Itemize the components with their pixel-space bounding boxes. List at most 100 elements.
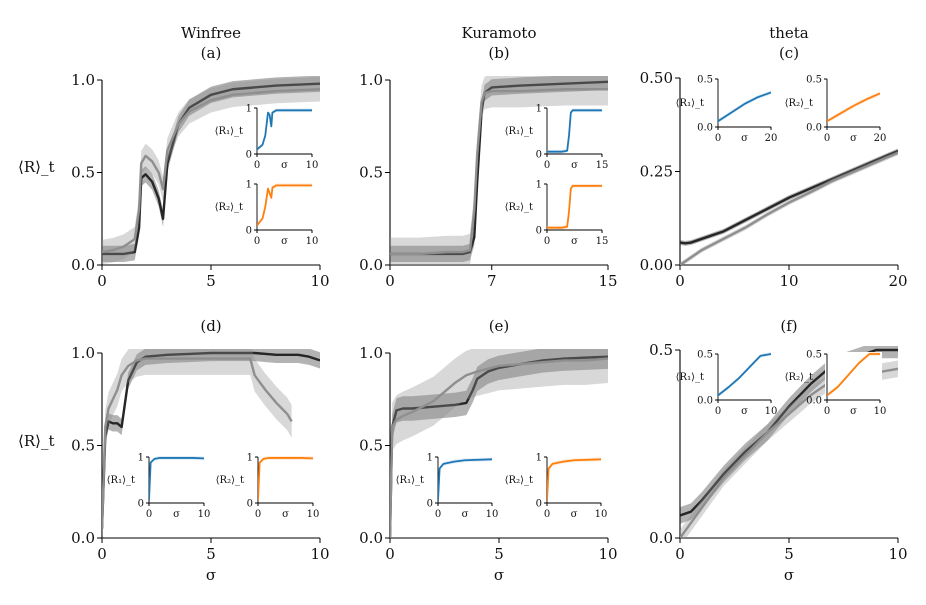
inset-xlabel: σ — [850, 406, 857, 417]
inset-xlabel: σ — [571, 160, 578, 171]
x-tick-label: 0 — [254, 160, 260, 171]
inset-1: 0 20 0.0 0.5 ⟨R₁⟩_t σ — [676, 75, 778, 145]
y-tick-label: 0.0 — [649, 529, 673, 547]
y-tick-label: 0.5 — [359, 437, 383, 455]
series-1-band — [102, 76, 320, 263]
inset-ylabel: ⟨R₂⟩_t — [216, 475, 244, 486]
y-tick-label: 1 — [247, 453, 253, 464]
y-tick-label: 0.0 — [806, 396, 822, 407]
series-1-line — [102, 351, 320, 529]
series-1-line — [680, 149, 898, 245]
panel-title: theta — [769, 24, 809, 42]
y-tick-label: 0.5 — [359, 164, 383, 182]
x-tick-label: 10 — [310, 545, 329, 563]
series-1-line — [102, 82, 320, 256]
inset-series — [438, 457, 492, 503]
x-tick-label: 10 — [888, 545, 907, 563]
inset-2: 0 10 0 1⟨R₂⟩_t σ — [216, 453, 320, 521]
y-tick-label: 0.5 — [806, 350, 822, 361]
y-tick-label: 0 — [536, 150, 542, 161]
x-tick-label: 10 — [310, 272, 329, 290]
inset-series — [258, 456, 313, 503]
y-tick-label: 0.5 — [697, 75, 713, 86]
inset-xlabel: σ — [850, 133, 857, 144]
x-tick-label: 7 — [487, 272, 497, 290]
panel-c: theta(c)0 10 200.000.250.500 200.00.5⟨R₁⟩_t… — [640, 24, 908, 290]
series-group — [390, 349, 608, 538]
x-tick-label: 0 — [824, 133, 830, 144]
inset-ylabel: ⟨R₁⟩_t — [676, 98, 704, 109]
x-tick-label: 20 — [874, 133, 887, 144]
y-tick-label: 0 — [427, 499, 433, 510]
x-tick-label: 0 — [824, 406, 830, 417]
panel-label: (a) — [201, 44, 222, 62]
inset-series — [257, 108, 312, 152]
inset-ylabel: ⟨R₁⟩_t — [215, 126, 243, 137]
inset-series-line — [827, 92, 880, 123]
panel-title: Kuramoto — [462, 24, 537, 42]
x-tick-label: 0 — [97, 272, 107, 290]
inset-xlabel: σ — [173, 509, 180, 520]
panel-label: (e) — [489, 317, 510, 335]
inset-series — [547, 184, 602, 230]
inset-xlabel: σ — [571, 236, 578, 247]
inset-background — [716, 352, 773, 402]
y-tick-label: 1 — [138, 453, 144, 464]
inset-series-line — [257, 184, 312, 226]
x-tick-label: 10 — [307, 509, 320, 520]
y-tick-label: 0.0 — [697, 123, 713, 134]
x-axis-label: σ — [494, 566, 504, 584]
x-tick-label: 0 — [385, 545, 395, 563]
x-tick-label: 10 — [595, 509, 608, 520]
y-tick-label: 0.00 — [640, 256, 673, 274]
inset-1: 0 10 0 1⟨R₁⟩_t σ — [215, 104, 319, 172]
x-tick-label: 10 — [306, 236, 319, 247]
x-tick-label: 5 — [784, 545, 794, 563]
x-tick-label: 15 — [598, 272, 617, 290]
inset-series — [827, 352, 880, 398]
y-tick-label: 0.0 — [806, 123, 822, 134]
y-tick-label: 0.5 — [697, 350, 713, 361]
y-tick-label: 1 — [427, 453, 433, 464]
inset-2: 0 10 0 1⟨R₂⟩_t σ — [215, 180, 319, 248]
inset-ylabel: ⟨R₂⟩_t — [785, 98, 813, 109]
x-tick-label: 10 — [486, 509, 499, 520]
x-tick-label: 10 — [779, 272, 798, 290]
inset-ylabel: ⟨R₂⟩_t — [215, 202, 243, 213]
inset-series — [718, 352, 771, 398]
inset-xlabel: σ — [282, 509, 289, 520]
panel-f: (f) σ 0 5 10 0.0 0.5 0 10 0.0 0.5 ⟨R₁⟩_t σ 0 10 0.0 0.5 ⟨… — [649, 317, 907, 584]
y-tick-label: 0.0 — [697, 396, 713, 407]
y-tick-label: 0.0 — [359, 529, 383, 547]
inset-ylabel: ⟨R₂⟩_t — [505, 202, 533, 213]
inset-background — [545, 106, 604, 156]
series-2-line — [102, 88, 320, 254]
inset-background — [255, 106, 314, 156]
y-tick-label: 0 — [246, 226, 252, 237]
series-2-line — [390, 88, 608, 256]
inset-ylabel: ⟨R₁⟩_t — [505, 126, 533, 137]
inset-1: 0 10 0.0 0.5 ⟨R₁⟩_t σ — [676, 350, 778, 418]
inset-series — [718, 90, 771, 124]
inset-series-line — [547, 458, 601, 501]
x-tick-label: 20 — [765, 133, 778, 144]
x-tick-label: 0 — [544, 160, 550, 171]
inset-xlabel: σ — [741, 406, 748, 417]
y-tick-label: 0.0 — [71, 256, 95, 274]
inset-ylabel: ⟨R₁⟩_t — [107, 475, 135, 486]
x-tick-label: 10 — [765, 406, 778, 417]
y-tick-label: 1 — [246, 104, 252, 115]
x-tick-label: 5 — [494, 545, 504, 563]
inset-series — [547, 457, 601, 503]
series-2-band — [390, 349, 608, 538]
x-tick-label: 0 — [97, 545, 107, 563]
x-tick-label: 0 — [254, 236, 260, 247]
y-tick-label: 1.0 — [359, 344, 383, 362]
inset-series-band — [827, 352, 880, 398]
y-tick-label: 1 — [536, 453, 542, 464]
x-tick-label: 0 — [544, 236, 550, 247]
inset-ylabel: ⟨R₁⟩_t — [676, 372, 704, 383]
inset-1: 0 10 0 1⟨R₁⟩_t σ — [396, 453, 499, 521]
